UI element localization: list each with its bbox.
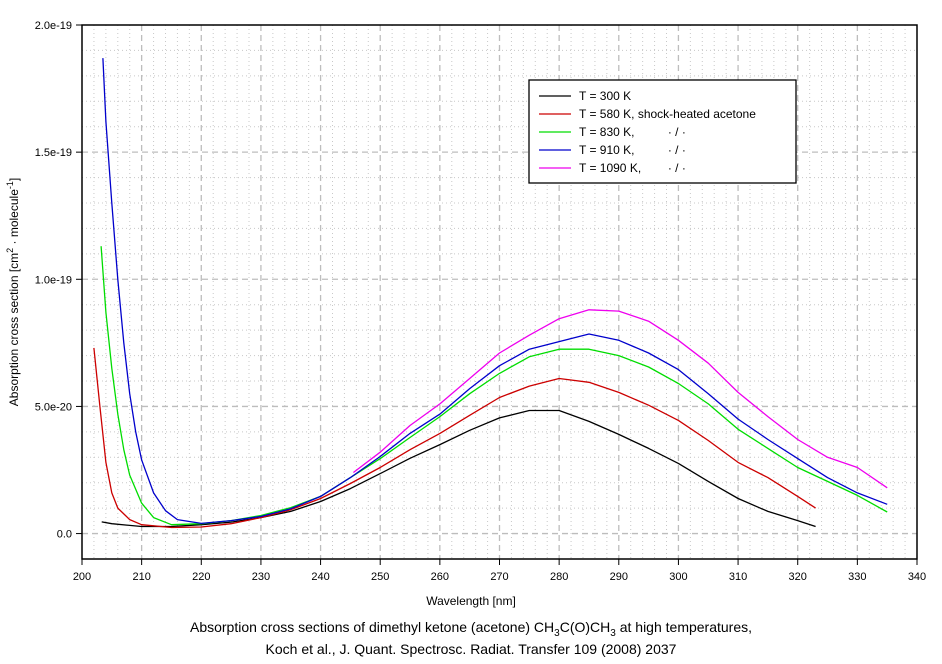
x-tick-label: 280 — [550, 571, 568, 583]
caption-mid: C(O)CH — [559, 619, 611, 635]
x-axis-ticks: 200 210 220 230 240 250 260 270 280 290 300 310 320 3… — [73, 559, 926, 583]
x-tick-label: 300 — [669, 571, 687, 583]
legend: T = 300 K T = 580 K, shock-heated acetone… — [528, 79, 797, 184]
y-tick-label: 1.5e-19 — [35, 147, 72, 159]
y-axis-title: Absorption cross section [cm2 · molecule… — [5, 178, 21, 406]
legend-label: T = 580 K, shock-heated acetone — [579, 107, 756, 121]
y-axis-title-post: ] — [7, 178, 21, 181]
caption-line-2: Koch et al., J. Quant. Spectrosc. Radiat… — [265, 641, 677, 657]
caption-post: at high temperatures, — [615, 619, 753, 635]
y-tick-label: 0.0 — [57, 529, 72, 541]
x-tick-label: 230 — [252, 571, 270, 583]
x-tick-label: 320 — [789, 571, 807, 583]
legend-label: T = 300 K — [579, 89, 631, 103]
y-axis-ticks: 0.0 5.0e-20 1.0e-19 1.5e-19 2.0e-19 — [35, 20, 82, 541]
x-tick-label: 310 — [729, 571, 747, 583]
caption-line-1: Absorption cross sections of dimethyl ke… — [0, 619, 942, 639]
y-axis-title-sup1: 2 — [5, 248, 15, 253]
y-tick-label: 5.0e-20 — [35, 401, 72, 413]
y-tick-label: 2.0e-19 — [35, 20, 72, 32]
x-tick-label: 220 — [192, 571, 210, 583]
series-line — [93, 347, 816, 529]
y-tick-label: 1.0e-19 — [35, 274, 72, 286]
legend-label: T = 830 K, · / · — [579, 125, 686, 139]
y-axis-title-mid: · molecule — [7, 189, 21, 248]
x-tick-label: 270 — [490, 571, 508, 583]
series-line — [101, 409, 816, 528]
x-tick-label: 200 — [73, 571, 91, 583]
series-layer — [93, 58, 888, 529]
series-line — [353, 309, 888, 489]
legend-label: T = 910 K, · / · — [579, 143, 686, 157]
legend-label: T = 1090 K, · / · — [579, 161, 686, 175]
series-line — [102, 58, 888, 525]
y-axis-title-sup2: -1 — [5, 181, 15, 189]
y-axis-title-pre: Absorption cross section [cm — [7, 253, 21, 406]
caption-pre: Absorption cross sections of dimethyl ke… — [189, 619, 555, 635]
x-tick-label: 260 — [431, 571, 449, 583]
x-tick-label: 240 — [311, 571, 329, 583]
caption-sub-2: 3 — [610, 627, 616, 639]
x-tick-label: 330 — [848, 571, 866, 583]
series-line — [100, 246, 888, 526]
x-tick-label: 210 — [132, 571, 150, 583]
x-tick-label: 340 — [908, 571, 926, 583]
caption-sub-1: 3 — [554, 627, 560, 639]
legend-box — [528, 79, 797, 184]
x-axis-title: Wavelength [nm] — [426, 594, 516, 608]
x-tick-label: 290 — [610, 571, 628, 583]
x-tick-label: 250 — [371, 571, 389, 583]
